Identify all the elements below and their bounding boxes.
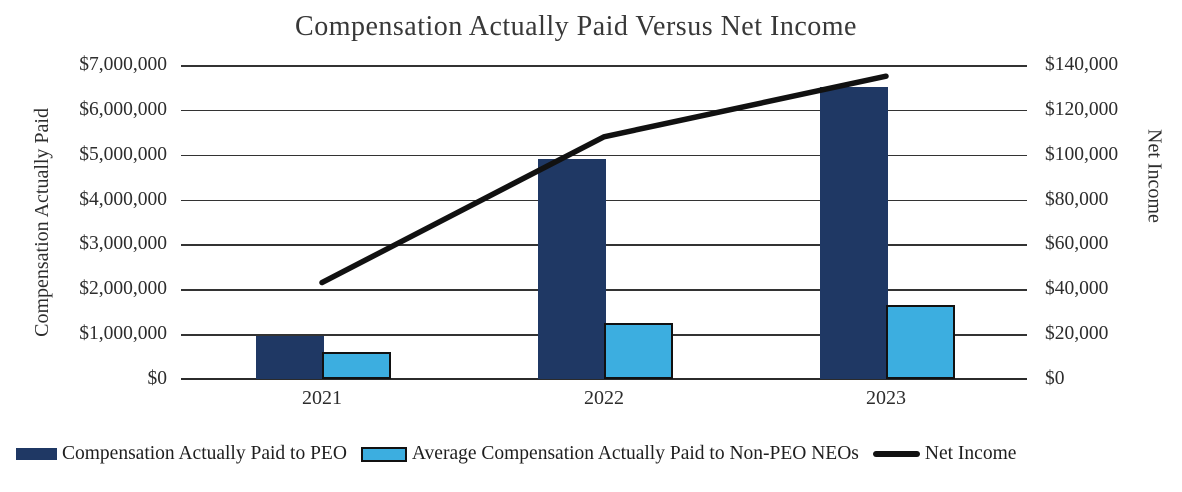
legend: Compensation Actually Paid to PEO Averag… <box>16 443 1016 465</box>
left-axis-tick-label: $2,000,000 <box>79 278 167 300</box>
right-axis-tick-label: $100,000 <box>1045 143 1119 165</box>
left-axis-title-text: Compensation Actually Paid <box>30 107 53 337</box>
right-axis-tick-label: $40,000 <box>1045 278 1109 300</box>
chart-title: Compensation Actually Paid Versus Net In… <box>295 11 857 42</box>
left-axis-tick-label: $3,000,000 <box>79 233 167 255</box>
left-axis-tick-label: $6,000,000 <box>79 98 167 120</box>
left-axis-tick-label: $0 <box>147 368 168 389</box>
bar-non-peo-2022 <box>604 322 673 379</box>
right-axis-tick-label: $0 <box>1045 368 1065 389</box>
gridline <box>181 109 1027 112</box>
left-axis-tick-label: $4,000,000 <box>79 188 167 210</box>
right-axis-tick-label: $20,000 <box>1045 323 1109 345</box>
right-axis-tick-label: $60,000 <box>1045 233 1109 255</box>
left-axis-tick-label: $1,000,000 <box>79 323 167 345</box>
gridline <box>181 154 1027 157</box>
legend-item-peo: Compensation Actually Paid to PEO <box>16 443 347 465</box>
left-axis-tick-label: $5,000,000 <box>79 143 167 165</box>
right-axis-tick-label: $120,000 <box>1045 98 1119 120</box>
net-income-line-path <box>319 73 889 286</box>
left-axis-tick-label: $7,000,000 <box>79 54 167 75</box>
x-axis-label-2023: 2023 <box>866 387 906 409</box>
legend-label-net-income: Net Income <box>924 443 1017 464</box>
legend-label-non-peo: Average Compensation Actually Paid to No… <box>411 443 859 464</box>
net-income-line <box>319 73 889 286</box>
x-axis-line <box>181 378 1027 380</box>
bar-peo-2021 <box>256 336 324 379</box>
bar-non-peo-2021 <box>322 352 391 379</box>
plot-area <box>181 65 1027 380</box>
right-axis-title-text: Net Income <box>1143 129 1166 223</box>
right-axis-title: Net Income <box>1136 65 1172 287</box>
x-axis-label-2022: 2022 <box>584 387 624 409</box>
right-axis-tick-label: $140,000 <box>1045 54 1119 75</box>
bar-peo-2023 <box>820 87 888 379</box>
gridline <box>181 65 1027 67</box>
peo-bar-swatch <box>16 448 57 460</box>
legend-label-peo: Compensation Actually Paid to PEO <box>62 443 347 464</box>
bar-peo-2022 <box>538 159 606 379</box>
legend-item-non-peo: Average Compensation Actually Paid to No… <box>360 443 859 465</box>
net-income-line-swatch <box>872 451 920 457</box>
x-axis-label-2021: 2021 <box>302 387 342 409</box>
bar-non-peo-2023 <box>886 305 955 379</box>
legend-item-net-income: Net Income <box>872 443 1017 465</box>
right-axis-tick-label: $80,000 <box>1045 188 1109 210</box>
non-peo-bar-swatch <box>360 446 407 462</box>
